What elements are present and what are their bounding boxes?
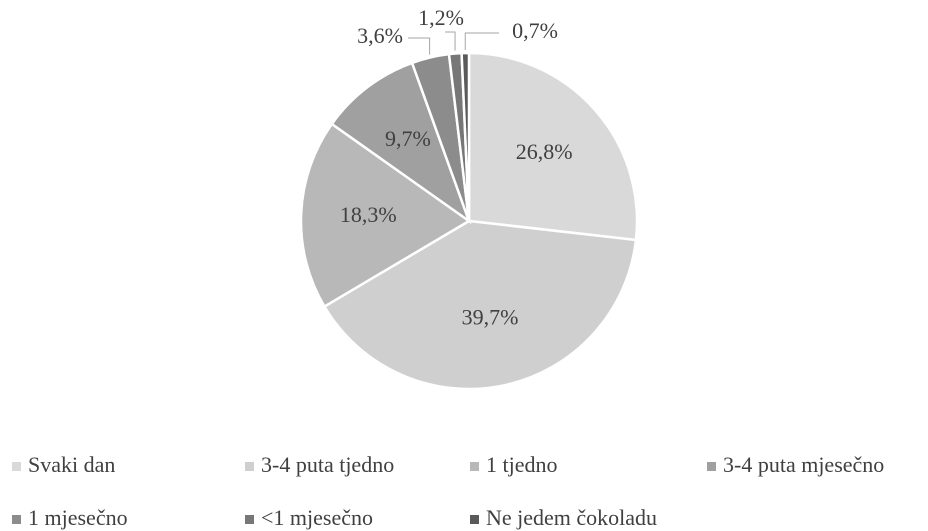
legend-swatch <box>245 515 254 524</box>
data-label: 39,7% <box>462 305 519 330</box>
pie-slice <box>322 219 638 391</box>
legend-label: <1 mjesečno <box>261 505 373 530</box>
legend-swatch <box>470 462 479 471</box>
legend-swatch <box>12 515 21 524</box>
legend-swatch <box>12 462 21 471</box>
data-label: 9,7% <box>385 126 431 151</box>
legend-swatch <box>707 462 716 471</box>
data-label: 18,3% <box>340 202 397 227</box>
data-label: 3,6% <box>357 23 403 48</box>
legend-label: Ne jedem čokoladu <box>486 505 657 530</box>
legend-swatch <box>470 515 479 524</box>
legend-label: Svaki dan <box>28 452 115 477</box>
data-label: 1,2% <box>418 5 464 30</box>
pie-slice <box>467 51 639 242</box>
pie-slice <box>299 122 472 309</box>
data-label: 0,7% <box>512 18 558 43</box>
leader-line <box>464 32 499 51</box>
pie-slice <box>460 51 471 222</box>
legend-label: 3-4 puta tjedno <box>261 452 394 477</box>
leader-line <box>445 31 456 51</box>
legend-label: 1 tjedno <box>486 452 558 477</box>
legend-label: 3-4 puta mjesečno <box>723 452 884 477</box>
data-label: 26,8% <box>516 139 573 164</box>
legend-label: 1 mjesečno <box>28 505 128 530</box>
leader-line <box>408 37 431 55</box>
pie-slice <box>330 61 472 225</box>
legend-swatch <box>245 462 254 471</box>
